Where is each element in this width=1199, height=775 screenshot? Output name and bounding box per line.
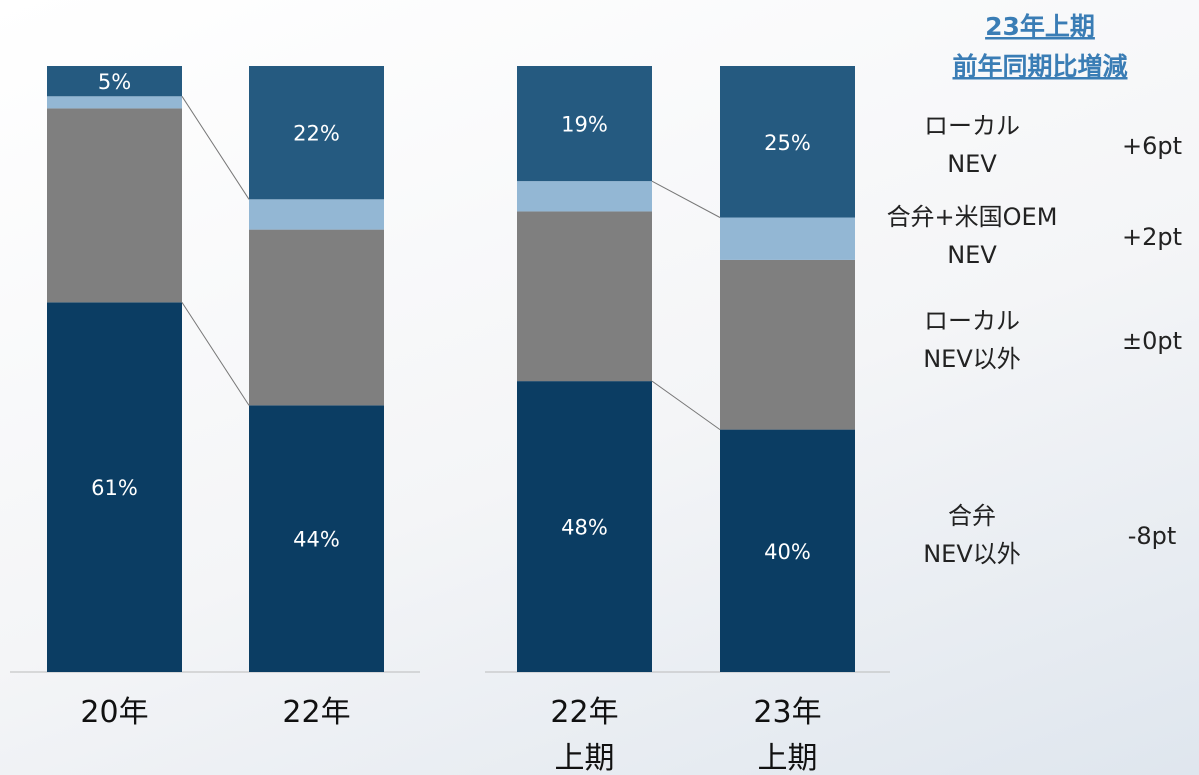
delta-label: ±0pt xyxy=(1122,327,1182,355)
annotation-title: 23年上期前年同期比増減 xyxy=(952,12,1127,81)
x-tick-label: 20年 xyxy=(80,695,148,730)
bar-segment xyxy=(249,66,384,200)
value-label: 48% xyxy=(561,516,608,540)
value-label: 5% xyxy=(98,70,131,94)
bar-segment xyxy=(47,66,182,97)
legend-label: 合弁+米国OEM NEV xyxy=(887,203,1058,269)
legend-label: 合弁 NEV以外 xyxy=(923,502,1021,568)
bar-segment xyxy=(720,429,855,672)
value-label: 61% xyxy=(91,476,138,500)
delta-label: +6pt xyxy=(1122,132,1182,160)
bar-segment xyxy=(47,96,182,109)
x-tick-label: 23年上期 xyxy=(753,695,821,775)
delta-label: +2pt xyxy=(1122,223,1182,251)
bar-segment xyxy=(517,211,652,382)
value-label: 40% xyxy=(764,540,811,564)
legend-label: ローカル NEV以外 xyxy=(923,307,1021,373)
bar-segment xyxy=(47,302,182,672)
bar-segment xyxy=(517,381,652,672)
bar-segment xyxy=(720,217,855,260)
connector xyxy=(651,180,721,218)
value-label: 19% xyxy=(561,113,608,137)
x-tick-label: 22年 xyxy=(282,695,350,730)
value-label: 44% xyxy=(293,528,340,552)
bar-segment xyxy=(249,229,384,406)
bar-segment xyxy=(517,66,652,182)
bar-segment xyxy=(720,259,855,430)
bar-segment xyxy=(47,108,182,303)
bar-segment xyxy=(249,199,384,230)
x-tick-label: 22年上期 xyxy=(550,695,618,775)
value-label: 25% xyxy=(764,131,811,155)
bar-segment xyxy=(720,66,855,218)
delta-label: -8pt xyxy=(1128,522,1177,550)
connector xyxy=(181,96,250,200)
bar-segment xyxy=(517,181,652,212)
value-label: 22% xyxy=(293,122,340,146)
bar-segment xyxy=(249,405,384,672)
connector xyxy=(181,302,250,406)
connector xyxy=(651,380,721,431)
legend-label: ローカル NEV xyxy=(924,112,1020,178)
